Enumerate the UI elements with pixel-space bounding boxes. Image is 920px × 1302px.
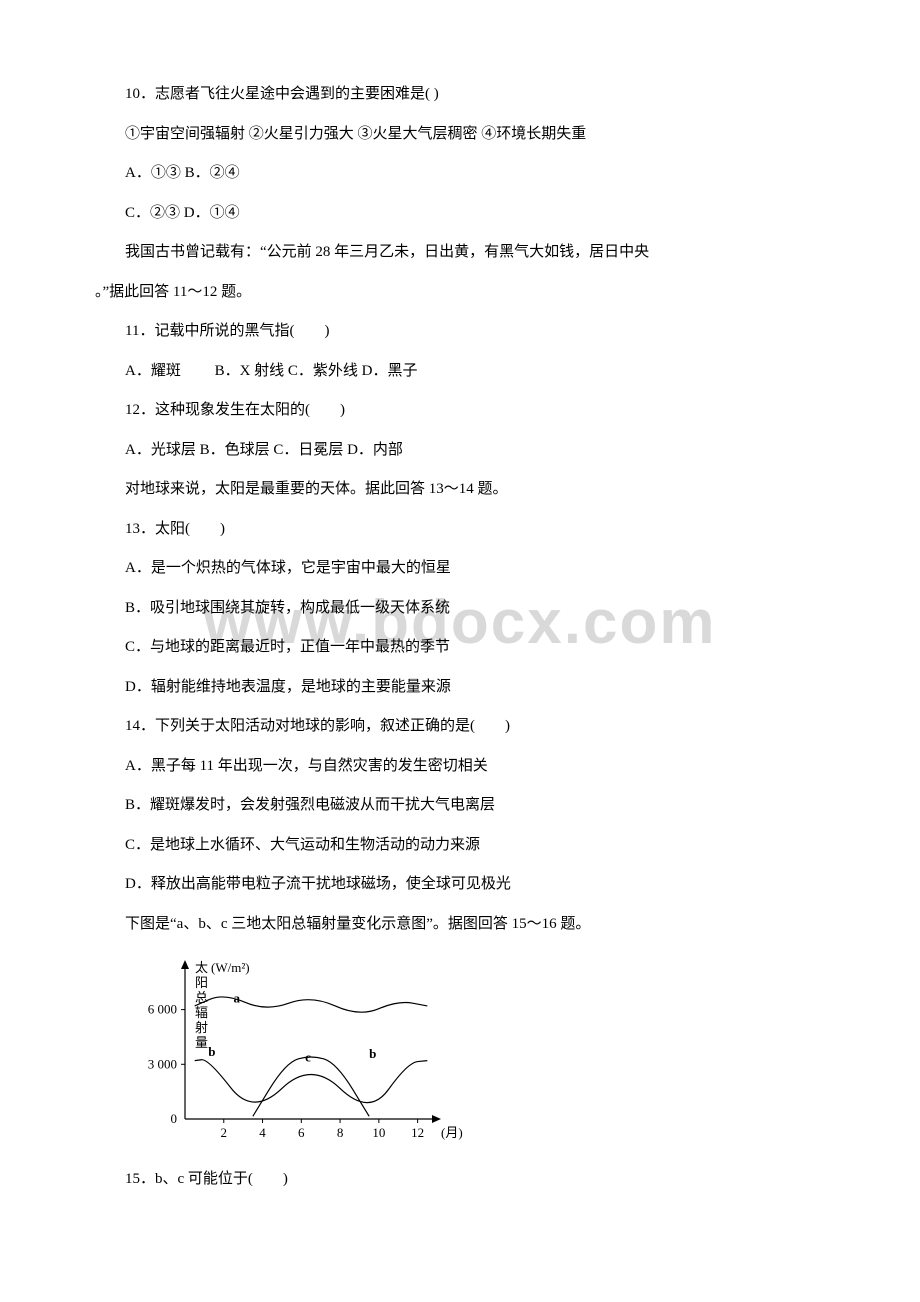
q10-option-cd: C．②③ D．①④ [95,199,825,228]
q13-optA: A．是一个炽热的气体球，它是宇宙中最大的恒星 [95,554,825,583]
svg-text:太: 太 [195,960,208,975]
context3: 下图是“a、b、c 三地太阳总辐射量变化示意图”。据图回答 15～16 题。 [95,910,825,939]
document-content: 10．志愿者飞往火星途中会遇到的主要困难是( ) ①宇宙空间强辐射 ②火星引力强… [95,80,825,1194]
svg-text:阳: 阳 [195,975,208,990]
svg-text:3 000: 3 000 [148,1056,177,1071]
svg-text:c: c [305,1050,311,1065]
q14-optB: B．耀斑爆发时，会发射强烈电磁波从而干扰大气电离层 [95,791,825,820]
q10-text: 10．志愿者飞往火星途中会遇到的主要困难是( ) [95,80,825,109]
svg-text:6 000: 6 000 [148,1002,177,1017]
q14-optC: C．是地球上水循环、大气运动和生物活动的动力来源 [95,831,825,860]
svg-text:2: 2 [221,1125,228,1140]
svg-text:量: 量 [195,1035,208,1050]
svg-text:(月): (月) [441,1125,463,1140]
svg-text:8: 8 [337,1125,344,1140]
q11-text: 11．记载中所说的黑气指( ) [95,317,825,346]
svg-text:射: 射 [195,1020,208,1035]
q11-options: A．耀斑 B．X 射线 C．紫外线 D．黑子 [95,357,825,386]
svg-text:a: a [233,990,240,1005]
q13-optB: B．吸引地球围绕其旋转，构成最低一级天体系统 [95,594,825,623]
q12-text: 12．这种现象发生在太阳的( ) [95,396,825,425]
svg-text:(W/m²): (W/m²) [211,960,250,975]
svg-text:辐: 辐 [195,1005,208,1020]
q13-optC: C．与地球的距离最近时，正值一年中最热的季节 [95,633,825,662]
q10-sub: ①宇宙空间强辐射 ②火星引力强大 ③火星大气层稠密 ④环境长期失重 [95,120,825,149]
q13-optD: D．辐射能维持地表温度，是地球的主要能量来源 [95,673,825,702]
q13-text: 13．太阳( ) [95,515,825,544]
q14-optA: A．黑子每 11 年出现一次，与自然灾害的发生密切相关 [95,752,825,781]
svg-text:b: b [369,1046,376,1061]
q10-option-ab: A．①③ B．②④ [95,159,825,188]
svg-text:b: b [208,1044,215,1059]
svg-text:6: 6 [298,1125,305,1140]
context1-line1: 我国古书曾记载有：“公元前 28 年三月乙未，日出黄，有黑气大如钱，居日中央 [95,238,825,267]
chart-figure: 03 0006 00024681012(月)太阳总辐射量(W/m²)abbc [127,949,825,1154]
q14-optD: D．释放出高能带电粒子流干扰地球磁场，使全球可见极光 [95,870,825,899]
radiation-chart: 03 0006 00024681012(月)太阳总辐射量(W/m²)abbc [127,949,467,1149]
q15-text: 15．b、c 可能位于( ) [95,1165,825,1194]
context1-line2: 。”据此回答 11～12 题。 [95,278,825,307]
context2: 对地球来说，太阳是最重要的天体。据此回答 13～14 题。 [95,475,825,504]
svg-text:4: 4 [259,1125,266,1140]
svg-text:0: 0 [171,1111,178,1126]
svg-text:12: 12 [411,1125,424,1140]
svg-text:10: 10 [372,1125,385,1140]
q14-text: 14．下列关于太阳活动对地球的影响，叙述正确的是( ) [95,712,825,741]
q12-options: A．光球层 B．色球层 C．日冕层 D．内部 [95,436,825,465]
